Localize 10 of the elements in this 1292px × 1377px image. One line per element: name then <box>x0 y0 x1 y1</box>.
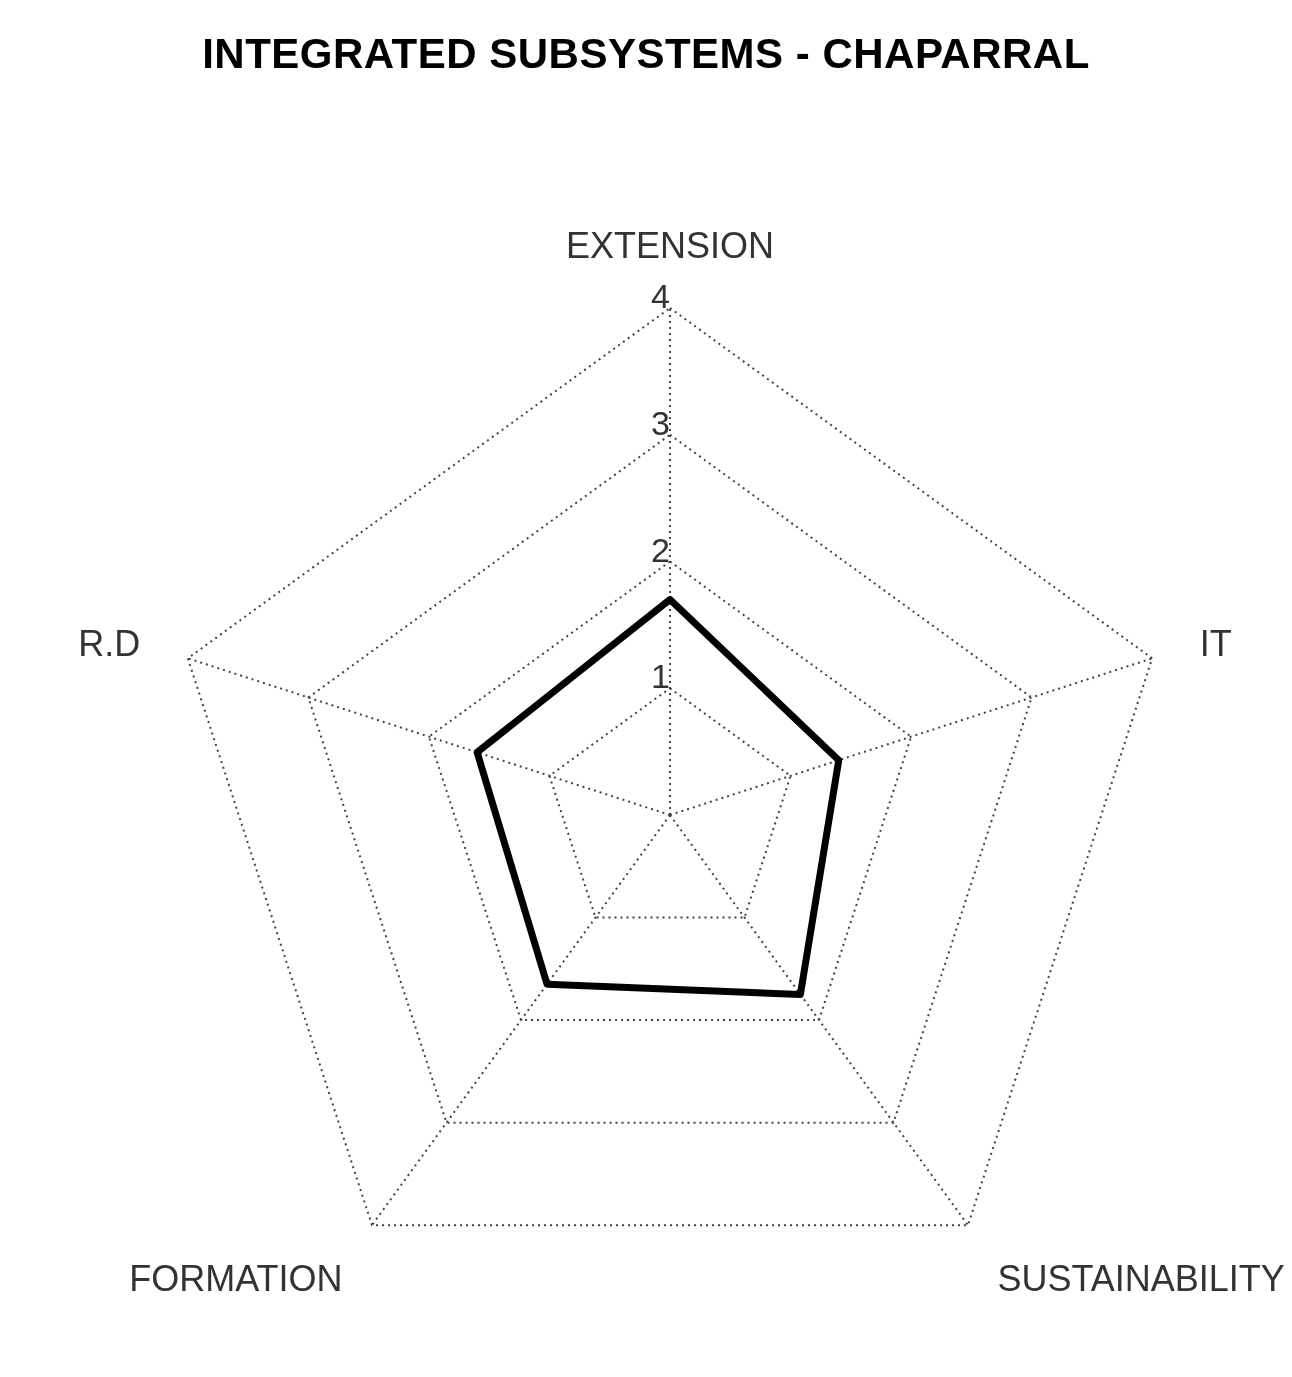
spoke-label: FORMATION <box>129 1258 343 1300</box>
spoke-label: SUSTAINABILITY <box>997 1258 1285 1300</box>
y-tick-label: 4 <box>651 277 670 315</box>
chart-title: INTEGRATED SUBSYSTEMS - CHAPARRAL <box>201 29 1091 79</box>
y-tick-label: 1 <box>651 657 670 696</box>
spoke-label: R.D <box>78 622 141 664</box>
spoke-label: EXTENSION <box>565 225 775 266</box>
spoke-label: IT <box>1199 622 1232 664</box>
y-tick-label: 3 <box>651 403 670 442</box>
y-tick-label: 2 <box>651 530 670 569</box>
